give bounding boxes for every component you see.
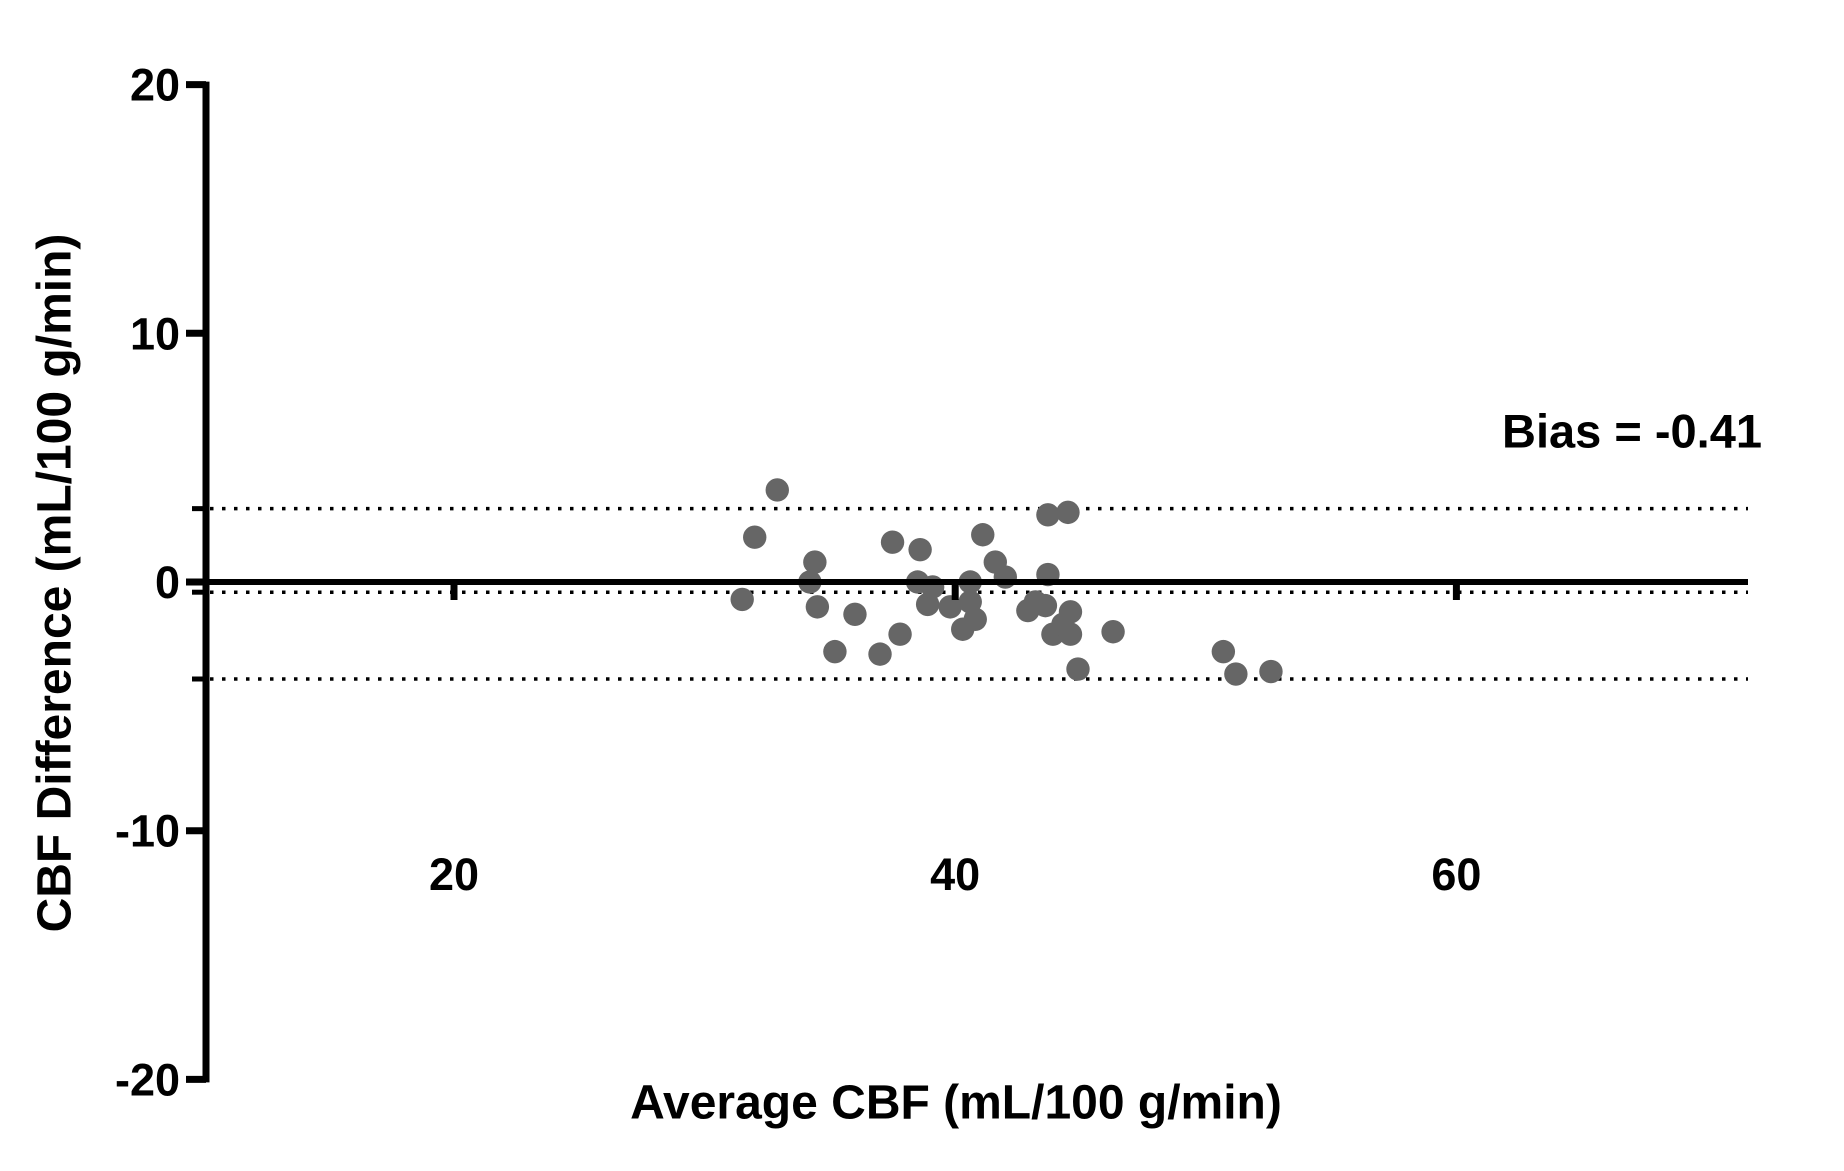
x-tick-label: 20: [429, 849, 479, 900]
data-point: [1066, 657, 1090, 681]
data-point: [963, 607, 987, 632]
data-point: [971, 523, 995, 547]
x-tick-label: 40: [930, 849, 980, 900]
data-point: [803, 550, 827, 574]
data-point: [938, 595, 962, 619]
data-point: [823, 639, 847, 664]
x-axis-title: Average CBF (mL/100 g/min): [630, 1076, 1282, 1130]
x-tick-label: 60: [1431, 849, 1481, 900]
y-tick-label: -10: [115, 806, 180, 857]
data-point: [888, 622, 912, 646]
y-axis-title: CBF Difference (mL/100 g/min): [28, 233, 82, 933]
data-point: [1033, 593, 1058, 618]
data-point: [805, 595, 830, 619]
data-point: [1056, 500, 1080, 525]
data-point: [843, 602, 867, 627]
data-point: [1224, 662, 1248, 686]
y-tick-label: -20: [115, 1054, 180, 1105]
data-point: [1259, 659, 1283, 684]
data-point: [920, 575, 945, 599]
data-point: [1211, 639, 1236, 664]
data-point: [765, 478, 789, 502]
data-point: [1058, 600, 1083, 624]
data-point: [1036, 503, 1060, 527]
data-point: [908, 537, 932, 562]
y-tick-label: 0: [155, 557, 180, 608]
y-tick-label: 10: [130, 308, 180, 359]
data-point: [743, 525, 767, 549]
y-tick-label: 20: [130, 60, 180, 111]
data-point: [730, 587, 754, 612]
data-point: [1058, 622, 1083, 646]
bias-annotation: Bias = -0.41: [1502, 404, 1762, 458]
data-point: [1101, 620, 1125, 644]
data-point: [880, 530, 905, 554]
data-point: [993, 565, 1018, 589]
data-point: [868, 642, 892, 666]
